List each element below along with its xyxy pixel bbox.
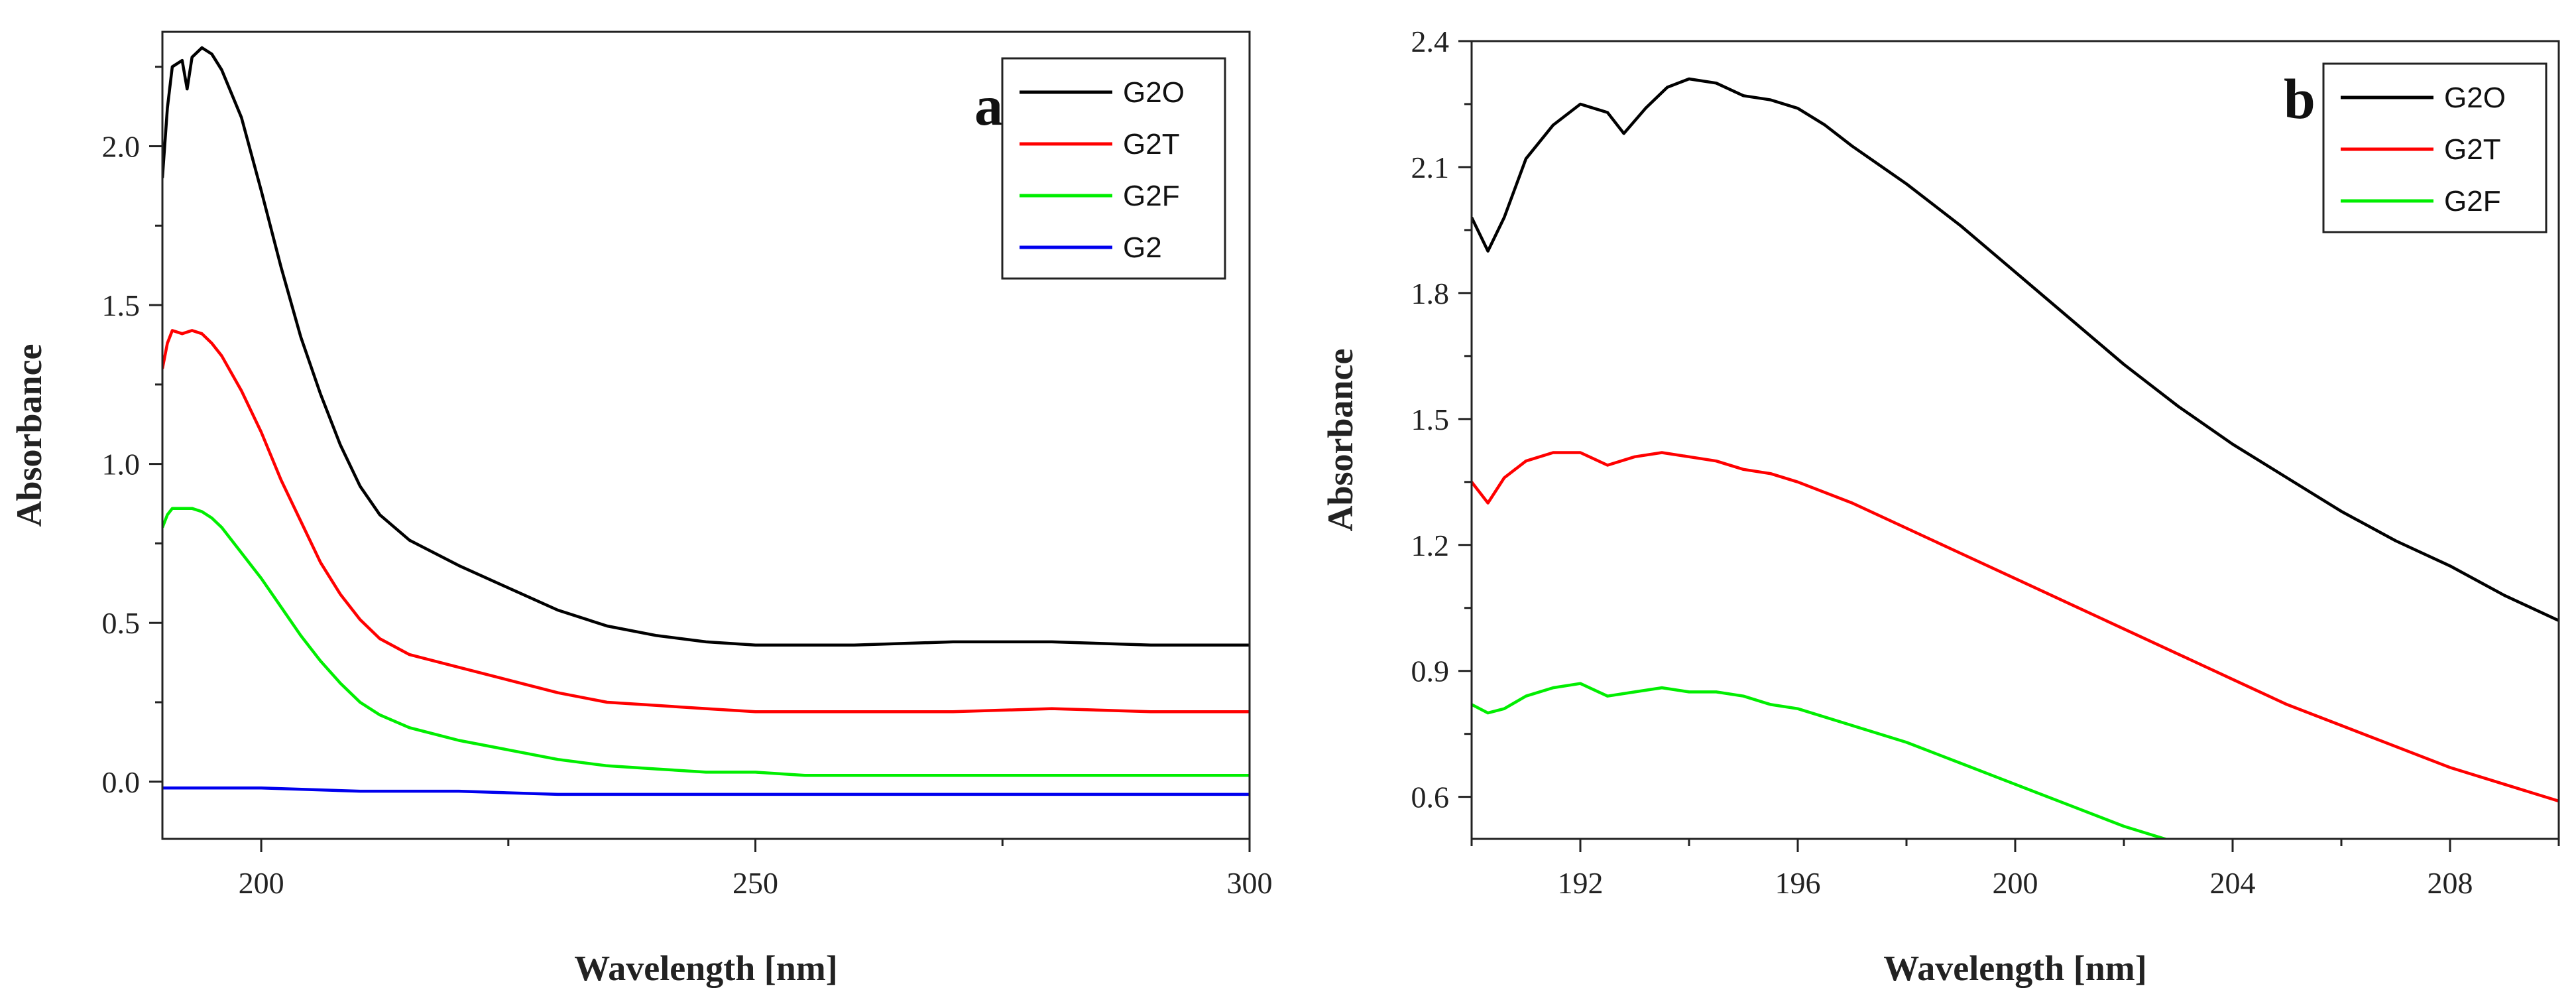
panel-a-x-tick-label: 200 <box>239 866 284 900</box>
panel-a-y-tick-label: 1.5 <box>102 288 141 322</box>
panel-b-y-tick-label: 1.2 <box>1411 529 1450 562</box>
panel-b-series-line-g2o <box>1472 77 2559 622</box>
panel-b-series-line-g2f <box>1472 682 2170 839</box>
panel-a-series-group <box>162 46 1250 796</box>
panel-a-legend-label-g2: G2 <box>1123 231 1162 264</box>
panel-b-y-tick-label: 1.5 <box>1411 403 1450 436</box>
panel-a-legend-label-g2o: G2O <box>1123 76 1185 109</box>
chart-panel-b: 192 196 200 204 208 0.6 0.9 1.2 1.5 1.8 2.1 2.4 Wave… <box>1320 25 2560 988</box>
panel-a-series-line-g2o <box>162 46 1250 647</box>
panel-b-x-tick-label: 192 <box>1558 866 1604 900</box>
panel-a-x-tick-label: 300 <box>1227 866 1273 900</box>
panel-a-y-axis-label: Absorbance <box>9 344 49 527</box>
panel-b-x-tick-label: 196 <box>1775 866 1821 900</box>
panel-a-series-line-g2f <box>162 507 1250 777</box>
panel-a-x-axis-label: Wavelength [nm] <box>574 948 838 988</box>
panel-b-y-tick-label: 2.4 <box>1411 25 1450 58</box>
panel-a-plot-frame <box>161 31 1251 840</box>
panel-b-x-tick-label: 204 <box>2210 866 2256 900</box>
panel-b-y-tick-label: 0.9 <box>1411 655 1450 688</box>
panel-a-y-tick-label: 0.0 <box>102 765 141 799</box>
chart-panel-a: 200 250 300 0.0 0.5 1.0 1.5 2.0 Wavelength [nm] A… <box>9 31 1273 988</box>
panel-a-legend-box <box>1001 57 1226 280</box>
panel-b-series-group <box>1472 77 2559 839</box>
panel-a-letter: a <box>974 74 1003 137</box>
panel-b-legend: G2O G2T G2F <box>2322 62 2547 233</box>
panel-b-legend-label-g2t: G2T <box>2444 133 2501 166</box>
panel-a-y-tick-label: 2.0 <box>102 129 141 163</box>
panel-a-legend: G2O G2T G2F G2 <box>1001 57 1226 280</box>
panel-b-legend-label-g2f: G2F <box>2444 185 2501 218</box>
panel-b-x-axis-label: Wavelength [nm] <box>1883 948 2147 988</box>
panel-b-x-tick-label: 208 <box>2428 866 2473 900</box>
panel-b-y-tick-label: 2.1 <box>1411 151 1450 184</box>
panel-a-series-line-g2 <box>162 786 1250 796</box>
panel-a-legend-label-g2t: G2T <box>1123 128 1180 160</box>
panel-a-legend-label-g2f: G2F <box>1123 180 1180 212</box>
panel-a-series-line-g2t <box>162 329 1250 714</box>
panel-b-y-tick-label: 0.6 <box>1411 781 1450 814</box>
panel-a-x-tick-label: 250 <box>732 866 778 900</box>
panel-b-letter: b <box>2284 67 2315 131</box>
panel-b-y-axis-label: Absorbance <box>1320 348 1360 531</box>
panel-a-y-tick-label: 0.5 <box>102 606 141 640</box>
panel-b-y-tick-label: 1.8 <box>1411 277 1450 310</box>
panel-b-series-line-g2t <box>1472 451 2559 803</box>
panel-b-x-tick-label: 200 <box>1993 866 2038 900</box>
panel-a-y-tick-label: 1.0 <box>102 448 141 481</box>
panel-b-legend-label-g2o: G2O <box>2444 82 2506 114</box>
